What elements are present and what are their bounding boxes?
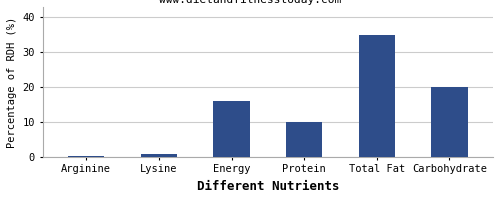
X-axis label: Different Nutrients: Different Nutrients	[196, 180, 339, 193]
Bar	[286, 122, 323, 157]
Bar	[358, 35, 395, 157]
Bar	[68, 156, 104, 157]
Text: www.dietandfitnesstoday.com: www.dietandfitnesstoday.com	[159, 0, 341, 5]
Bar	[432, 87, 468, 157]
Bar	[140, 154, 177, 157]
Bar	[214, 101, 250, 157]
Y-axis label: Percentage of RDH (%): Percentage of RDH (%)	[7, 16, 17, 148]
